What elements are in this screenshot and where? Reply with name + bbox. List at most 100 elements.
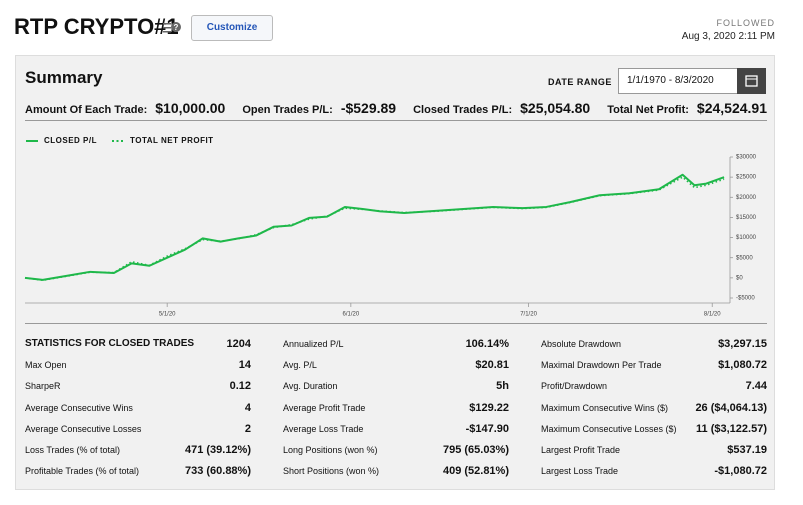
stat-value: 0.12: [229, 380, 251, 393]
stat-value: 1204: [226, 337, 251, 350]
x-tick-label: 5/1/20: [159, 312, 176, 318]
metric-value: $10,000.00: [155, 100, 226, 116]
stats-row: SharpeR 0.12: [25, 376, 251, 397]
stats-row: Max Open 14: [25, 354, 251, 375]
stat-value: 11 ($3,122.57): [696, 422, 767, 435]
stat-label: Largest Profit Trade: [541, 445, 621, 456]
stat-value: 795 (65.03%): [442, 444, 509, 457]
stat-label: Annualized P/L: [283, 338, 344, 349]
summary-title: Summary: [25, 68, 103, 87]
customize-button[interactable]: Customize: [191, 15, 273, 41]
y-tick-label: $30000: [736, 155, 757, 161]
stat-value: 733 (60.88%): [184, 465, 251, 478]
metric-label: Open Trades P/L:: [242, 104, 333, 116]
stat-value: 2: [244, 422, 251, 435]
y-tick-label: $20000: [736, 195, 757, 201]
stat-label: STATISTICS FOR CLOSED TRADES: [25, 338, 195, 350]
stats-row: Avg. Duration 5h: [283, 376, 509, 397]
stat-value: $129.22: [469, 401, 509, 414]
metric-label: Amount Of Each Trade:: [25, 104, 148, 116]
stats-row: Maximal Drawdown Per Trade $1,080.72: [541, 354, 767, 375]
stat-value: -$1,080.72: [714, 465, 767, 478]
stat-label: Maximum Consecutive Wins ($): [541, 402, 669, 413]
stat-label: Loss Trades (% of total): [25, 445, 121, 456]
stats-row: Largest Profit Trade $537.19: [541, 439, 767, 460]
stat-value: $537.19: [727, 444, 767, 457]
metric: Closed Trades P/L: $25,054.80: [413, 100, 590, 118]
x-tick-label: 6/1/20: [342, 312, 359, 318]
stats-row: Average Profit Trade $129.22: [283, 397, 509, 418]
y-tick-label: $15000: [736, 215, 757, 221]
stats-row: Average Consecutive Losses 2: [25, 418, 251, 439]
stat-label: Average Consecutive Wins: [25, 402, 133, 413]
stat-label: Short Positions (won %): [283, 466, 380, 477]
y-tick-label: $25000: [736, 175, 757, 181]
stat-label: Avg. P/L: [283, 359, 317, 370]
stat-label: SharpeR: [25, 381, 61, 392]
metric: Total Net Profit: $24,524.91: [607, 100, 767, 118]
stats-row: Average Loss Trade -$147.90: [283, 418, 509, 439]
stats-row: Short Positions (won %) 409 (52.81%): [283, 461, 509, 482]
divider: [25, 323, 767, 324]
stat-value: 4: [244, 401, 251, 414]
stat-label: Avg. Duration: [283, 381, 338, 392]
stats-row: Profitable Trades (% of total) 733 (60.88…: [25, 461, 251, 482]
y-tick-label: $10000: [736, 235, 757, 241]
stat-label: Max Open: [25, 359, 67, 370]
stats-row: Loss Trades (% of total) 471 (39.12%): [25, 439, 251, 460]
x-tick-label: 7/1/20: [520, 312, 537, 318]
stats-row: Absolute Drawdown $3,297.15: [541, 333, 767, 354]
stat-label: Maximal Drawdown Per Trade: [541, 359, 662, 370]
stat-label: Profit/Drawdown: [541, 381, 608, 392]
stats-table: STATISTICS FOR CLOSED TRADES 1204 Max Open…: [25, 333, 767, 482]
stat-label: Long Positions (won %): [283, 445, 378, 456]
follow-status: FOLLOWED: [716, 18, 775, 28]
metric-value: $25,054.80: [520, 100, 591, 116]
legend-swatch: [112, 139, 125, 142]
metric-label: Closed Trades P/L:: [413, 104, 513, 116]
date-range-label: DATE RANGE: [548, 77, 612, 87]
stat-label: Maximum Consecutive Losses ($): [541, 423, 677, 434]
stat-value: 106.14%: [465, 337, 509, 350]
stat-value: $3,297.15: [718, 337, 767, 350]
stat-label: Average Loss Trade: [283, 423, 364, 434]
stats-row: Avg. P/L $20.81: [283, 354, 509, 375]
stat-label: Average Profit Trade: [283, 402, 366, 413]
svg-text:?: ?: [174, 23, 179, 32]
stat-value: 409 (52.81%): [442, 465, 509, 478]
metric-value: -$529.89: [340, 100, 397, 116]
summary-panel: [15, 55, 775, 490]
stat-label: Average Consecutive Losses: [25, 423, 142, 434]
stat-label: Largest Loss Trade: [541, 466, 619, 477]
calendar-button[interactable]: [737, 68, 766, 94]
stat-value: $20.81: [475, 358, 509, 371]
metric-label: Total Net Profit:: [607, 104, 689, 116]
stats-row: Average Consecutive Wins 4: [25, 397, 251, 418]
stats-row: Annualized P/L 106.14%: [283, 333, 509, 354]
y-tick-label: $0: [736, 275, 743, 281]
stats-row: Long Positions (won %) 795 (65.03%): [283, 439, 509, 460]
metric: Amount Of Each Trade: $10,000.00: [25, 100, 225, 118]
metrics-row: Amount Of Each Trade: $10,000.00 Open Trad…: [25, 100, 767, 121]
stat-value: 5h: [496, 380, 509, 393]
stat-value: 26 ($4,064.13): [695, 401, 767, 414]
stats-row: Maximum Consecutive Wins ($) 26 ($4,064.1…: [541, 397, 767, 418]
strategy-title: RTP CRYPTO#1: [14, 14, 179, 39]
help-icon[interactable]: ?: [163, 20, 181, 34]
legend-swatch: [26, 139, 38, 142]
y-tick-label: $5000: [736, 255, 753, 261]
stats-column: Absolute Drawdown $3,297.15 Maximal Drawdo…: [541, 333, 767, 482]
legend-label: CLOSED P/L: [44, 136, 98, 145]
stats-row: Profit/Drawdown 7.44: [541, 376, 767, 397]
stat-label: Profitable Trades (% of total): [25, 466, 140, 477]
stats-column: STATISTICS FOR CLOSED TRADES 1204 Max Open…: [25, 333, 251, 482]
legend: CLOSED P/L TOTAL NET PROFIT: [25, 136, 214, 145]
stats-row: Largest Loss Trade -$1,080.72: [541, 461, 767, 482]
legend-label: TOTAL NET PROFIT: [130, 136, 214, 145]
series-line: [24, 173, 725, 281]
metric: Open Trades P/L: -$529.89: [242, 100, 396, 118]
stat-value: $1,080.72: [718, 358, 767, 371]
x-tick-label: 8/1/20: [704, 312, 721, 318]
stat-value: 471 (39.12%): [184, 444, 251, 457]
